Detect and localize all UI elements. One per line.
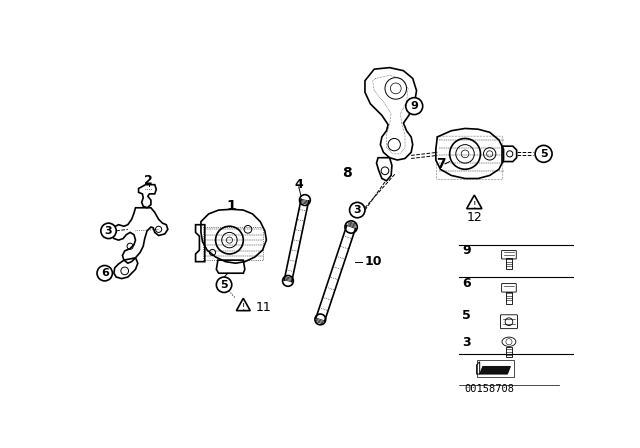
Text: 11: 11 <box>255 302 271 314</box>
Text: !: ! <box>242 303 245 312</box>
Text: 3: 3 <box>105 226 113 236</box>
Text: 4: 4 <box>294 178 303 191</box>
Circle shape <box>97 266 113 281</box>
Text: 1: 1 <box>227 199 237 213</box>
Circle shape <box>101 223 116 238</box>
Text: 5: 5 <box>540 149 547 159</box>
Text: 3: 3 <box>353 205 361 215</box>
Text: 6: 6 <box>462 277 471 290</box>
Text: 5: 5 <box>462 309 471 322</box>
Text: 5: 5 <box>220 280 228 290</box>
Circle shape <box>406 98 422 115</box>
Text: 12: 12 <box>467 211 482 224</box>
Text: 7: 7 <box>436 157 446 171</box>
Circle shape <box>535 146 552 162</box>
Text: 10: 10 <box>365 255 383 268</box>
Text: 8: 8 <box>342 166 352 180</box>
Text: 3: 3 <box>462 336 471 349</box>
Circle shape <box>216 277 232 293</box>
Circle shape <box>349 202 365 218</box>
Text: 2: 2 <box>144 174 153 187</box>
Text: 9: 9 <box>410 101 418 111</box>
Polygon shape <box>480 366 511 374</box>
Text: 6: 6 <box>100 268 109 278</box>
Text: 9: 9 <box>462 244 471 257</box>
Text: !: ! <box>472 201 476 210</box>
Text: 00158708: 00158708 <box>465 383 515 394</box>
